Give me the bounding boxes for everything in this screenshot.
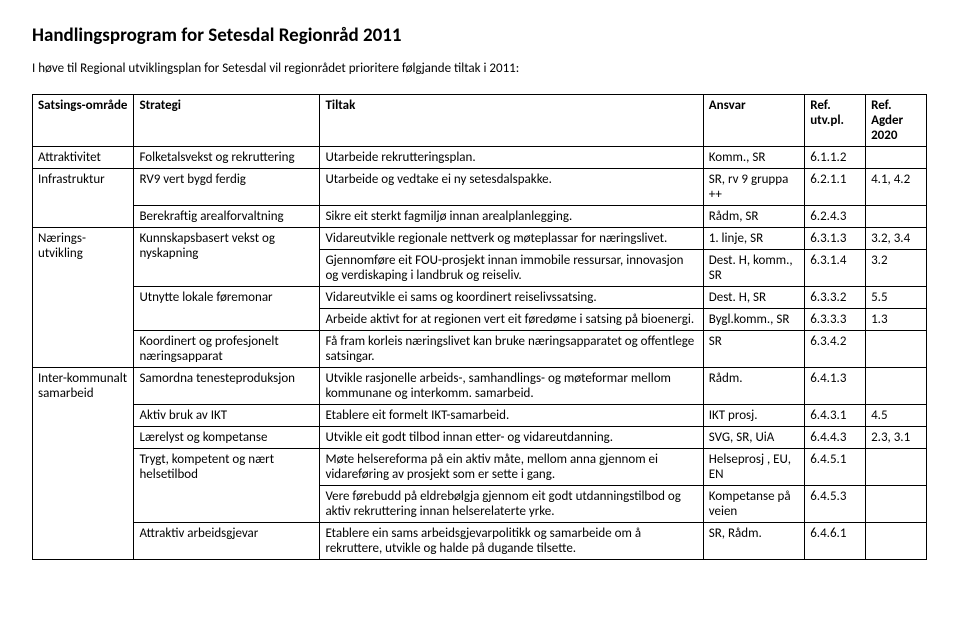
ref1-cell: 6.1.1.2	[805, 147, 866, 169]
strategy-cell: Lærelyst og kompetanse	[134, 427, 320, 449]
ref2-cell: 1.3	[866, 309, 927, 331]
ref1-cell: 6.4.1.3	[805, 368, 866, 405]
ansvar-cell: Rådm.	[703, 368, 804, 405]
table-row: Infrastruktur RV9 vert bygd ferdig Utarb…	[33, 169, 927, 206]
col-strategi: Strategi	[134, 95, 320, 147]
table-row: Attraktivitet Folketalsvekst og rekrutte…	[33, 147, 927, 169]
ref2-cell: 3.2, 3.4	[866, 228, 927, 250]
col-tiltak: Tiltak	[320, 95, 703, 147]
intro-text: I høve til Regional utviklingsplan for S…	[32, 61, 927, 76]
strategy-cell: Aktiv bruk av IKT	[134, 405, 320, 427]
table-row: Lærelyst og kompetanse Utvikle eit godt …	[33, 427, 927, 449]
col-ref-utvpl: Ref. utv.pl.	[805, 95, 866, 147]
ref2-cell	[866, 331, 927, 368]
strategy-cell: RV9 vert bygd ferdig	[134, 169, 320, 206]
table-row: Koordinert og profesjonelt næringsappara…	[33, 331, 927, 368]
tiltak-cell: Gjennomføre eit FOU-prosjekt innan immob…	[320, 250, 703, 287]
tiltak-cell: Møte helsereforma på ein aktiv måte, mel…	[320, 449, 703, 486]
ref1-cell: 6.3.3.2	[805, 287, 866, 309]
table-row: Berekraftig arealforvaltning Sikre eit s…	[33, 206, 927, 228]
ansvar-cell: IKT prosj.	[703, 405, 804, 427]
ansvar-cell: Kompetanse på veien	[703, 486, 804, 523]
ref1-cell: 6.4.5.3	[805, 486, 866, 523]
ref2-cell	[866, 368, 927, 405]
tiltak-cell: Vere førebudd på eldrebølgja gjennom eit…	[320, 486, 703, 523]
ansvar-cell: Dest. H, SR	[703, 287, 804, 309]
ref2-cell: 3.2	[866, 250, 927, 287]
ref2-cell: 2.3, 3.1	[866, 427, 927, 449]
ref2-cell	[866, 206, 927, 228]
tiltak-cell: Vidareutvikle ei sams og koordinert reis…	[320, 287, 703, 309]
ref2-cell	[866, 449, 927, 486]
ref1-cell: 6.3.1.4	[805, 250, 866, 287]
ansvar-cell: Rådm, SR	[703, 206, 804, 228]
ansvar-cell: Helseprosj , EU, EN	[703, 449, 804, 486]
ansvar-cell: 1. linje, SR	[703, 228, 804, 250]
strategy-cell: Kunnskapsbasert vekst og nyskapning	[134, 228, 320, 287]
table-row: Utnytte lokale føremonar Vidareutvikle e…	[33, 287, 927, 309]
strategy-cell: Berekraftig arealforvaltning	[134, 206, 320, 228]
strategy-cell: Koordinert og profesjonelt næringsappara…	[134, 331, 320, 368]
tiltak-cell: Utarbeide og vedtake ei ny setesdalspakk…	[320, 169, 703, 206]
ref1-cell: 6.4.4.3	[805, 427, 866, 449]
ref1-cell: 6.4.5.1	[805, 449, 866, 486]
ref2-cell: 5.5	[866, 287, 927, 309]
col-satsingsomrade: Satsings-område	[33, 95, 134, 147]
ansvar-cell: Bygl.komm., SR	[703, 309, 804, 331]
tiltak-cell: Vidareutvikle regionale nettverk og møte…	[320, 228, 703, 250]
ansvar-cell: SR, Rådm.	[703, 523, 804, 560]
tiltak-cell: Utarbeide rekrutteringsplan.	[320, 147, 703, 169]
ref2-cell	[866, 486, 927, 523]
col-ref-agder: Ref. Agder 2020	[866, 95, 927, 147]
ref2-cell: 4.1, 4.2	[866, 169, 927, 206]
ansvar-cell: Dest. H, komm., SR	[703, 250, 804, 287]
ansvar-cell: SR	[703, 331, 804, 368]
ref1-cell: 6.4.3.1	[805, 405, 866, 427]
area-interkomm: Inter-kommunalt samarbeid	[33, 368, 134, 560]
table-row: Nærings-utvikling Kunnskapsbasert vekst …	[33, 228, 927, 250]
ref1-cell: 6.3.1.3	[805, 228, 866, 250]
ref1-cell: 6.2.1.1	[805, 169, 866, 206]
table-header-row: Satsings-område Strategi Tiltak Ansvar R…	[33, 95, 927, 147]
ref2-cell	[866, 523, 927, 560]
tiltak-cell: Utvikle rasjonelle arbeids-, samhandling…	[320, 368, 703, 405]
page-title: Handlingsprogram for Setesdal Regionråd …	[32, 24, 927, 47]
ref1-cell: 6.3.4.2	[805, 331, 866, 368]
ref1-cell: 6.3.3.3	[805, 309, 866, 331]
ansvar-cell: SVG, SR, UiA	[703, 427, 804, 449]
tiltak-cell: Få fram korleis næringslivet kan bruke n…	[320, 331, 703, 368]
ref1-cell: 6.4.6.1	[805, 523, 866, 560]
strategy-cell: Trygt, kompetent og nært helsetilbod	[134, 449, 320, 523]
tiltak-cell: Etablere eit formelt IKT-samarbeid.	[320, 405, 703, 427]
col-ansvar: Ansvar	[703, 95, 804, 147]
ref2-cell: 4.5	[866, 405, 927, 427]
table-row: Attraktiv arbeidsgjevar Etablere ein sam…	[33, 523, 927, 560]
table-row: Aktiv bruk av IKT Etablere eit formelt I…	[33, 405, 927, 427]
area-naering: Nærings-utvikling	[33, 228, 134, 368]
ref1-cell: 6.2.4.3	[805, 206, 866, 228]
ref2-cell	[866, 147, 927, 169]
area-infrastruktur: Infrastruktur	[33, 169, 134, 228]
tiltak-cell: Sikre eit sterkt fagmiljø innan arealpla…	[320, 206, 703, 228]
tiltak-cell: Utvikle eit godt tilbod innan etter- og …	[320, 427, 703, 449]
ansvar-cell: Komm., SR	[703, 147, 804, 169]
table-row: Inter-kommunalt samarbeid Samordna tenes…	[33, 368, 927, 405]
strategy-cell: Utnytte lokale føremonar	[134, 287, 320, 331]
area-attraktivitet: Attraktivitet	[33, 147, 134, 169]
strategy-cell: Folketalsvekst og rekruttering	[134, 147, 320, 169]
strategy-cell: Attraktiv arbeidsgjevar	[134, 523, 320, 560]
ansvar-cell: SR, rv 9 gruppa ++	[703, 169, 804, 206]
table-row: Trygt, kompetent og nært helsetilbod Møt…	[33, 449, 927, 486]
strategy-cell: Samordna tenesteproduksjon	[134, 368, 320, 405]
program-table: Satsings-område Strategi Tiltak Ansvar R…	[32, 94, 927, 560]
tiltak-cell: Arbeide aktivt for at regionen vert eit …	[320, 309, 703, 331]
tiltak-cell: Etablere ein sams arbeidsgjevarpolitikk …	[320, 523, 703, 560]
